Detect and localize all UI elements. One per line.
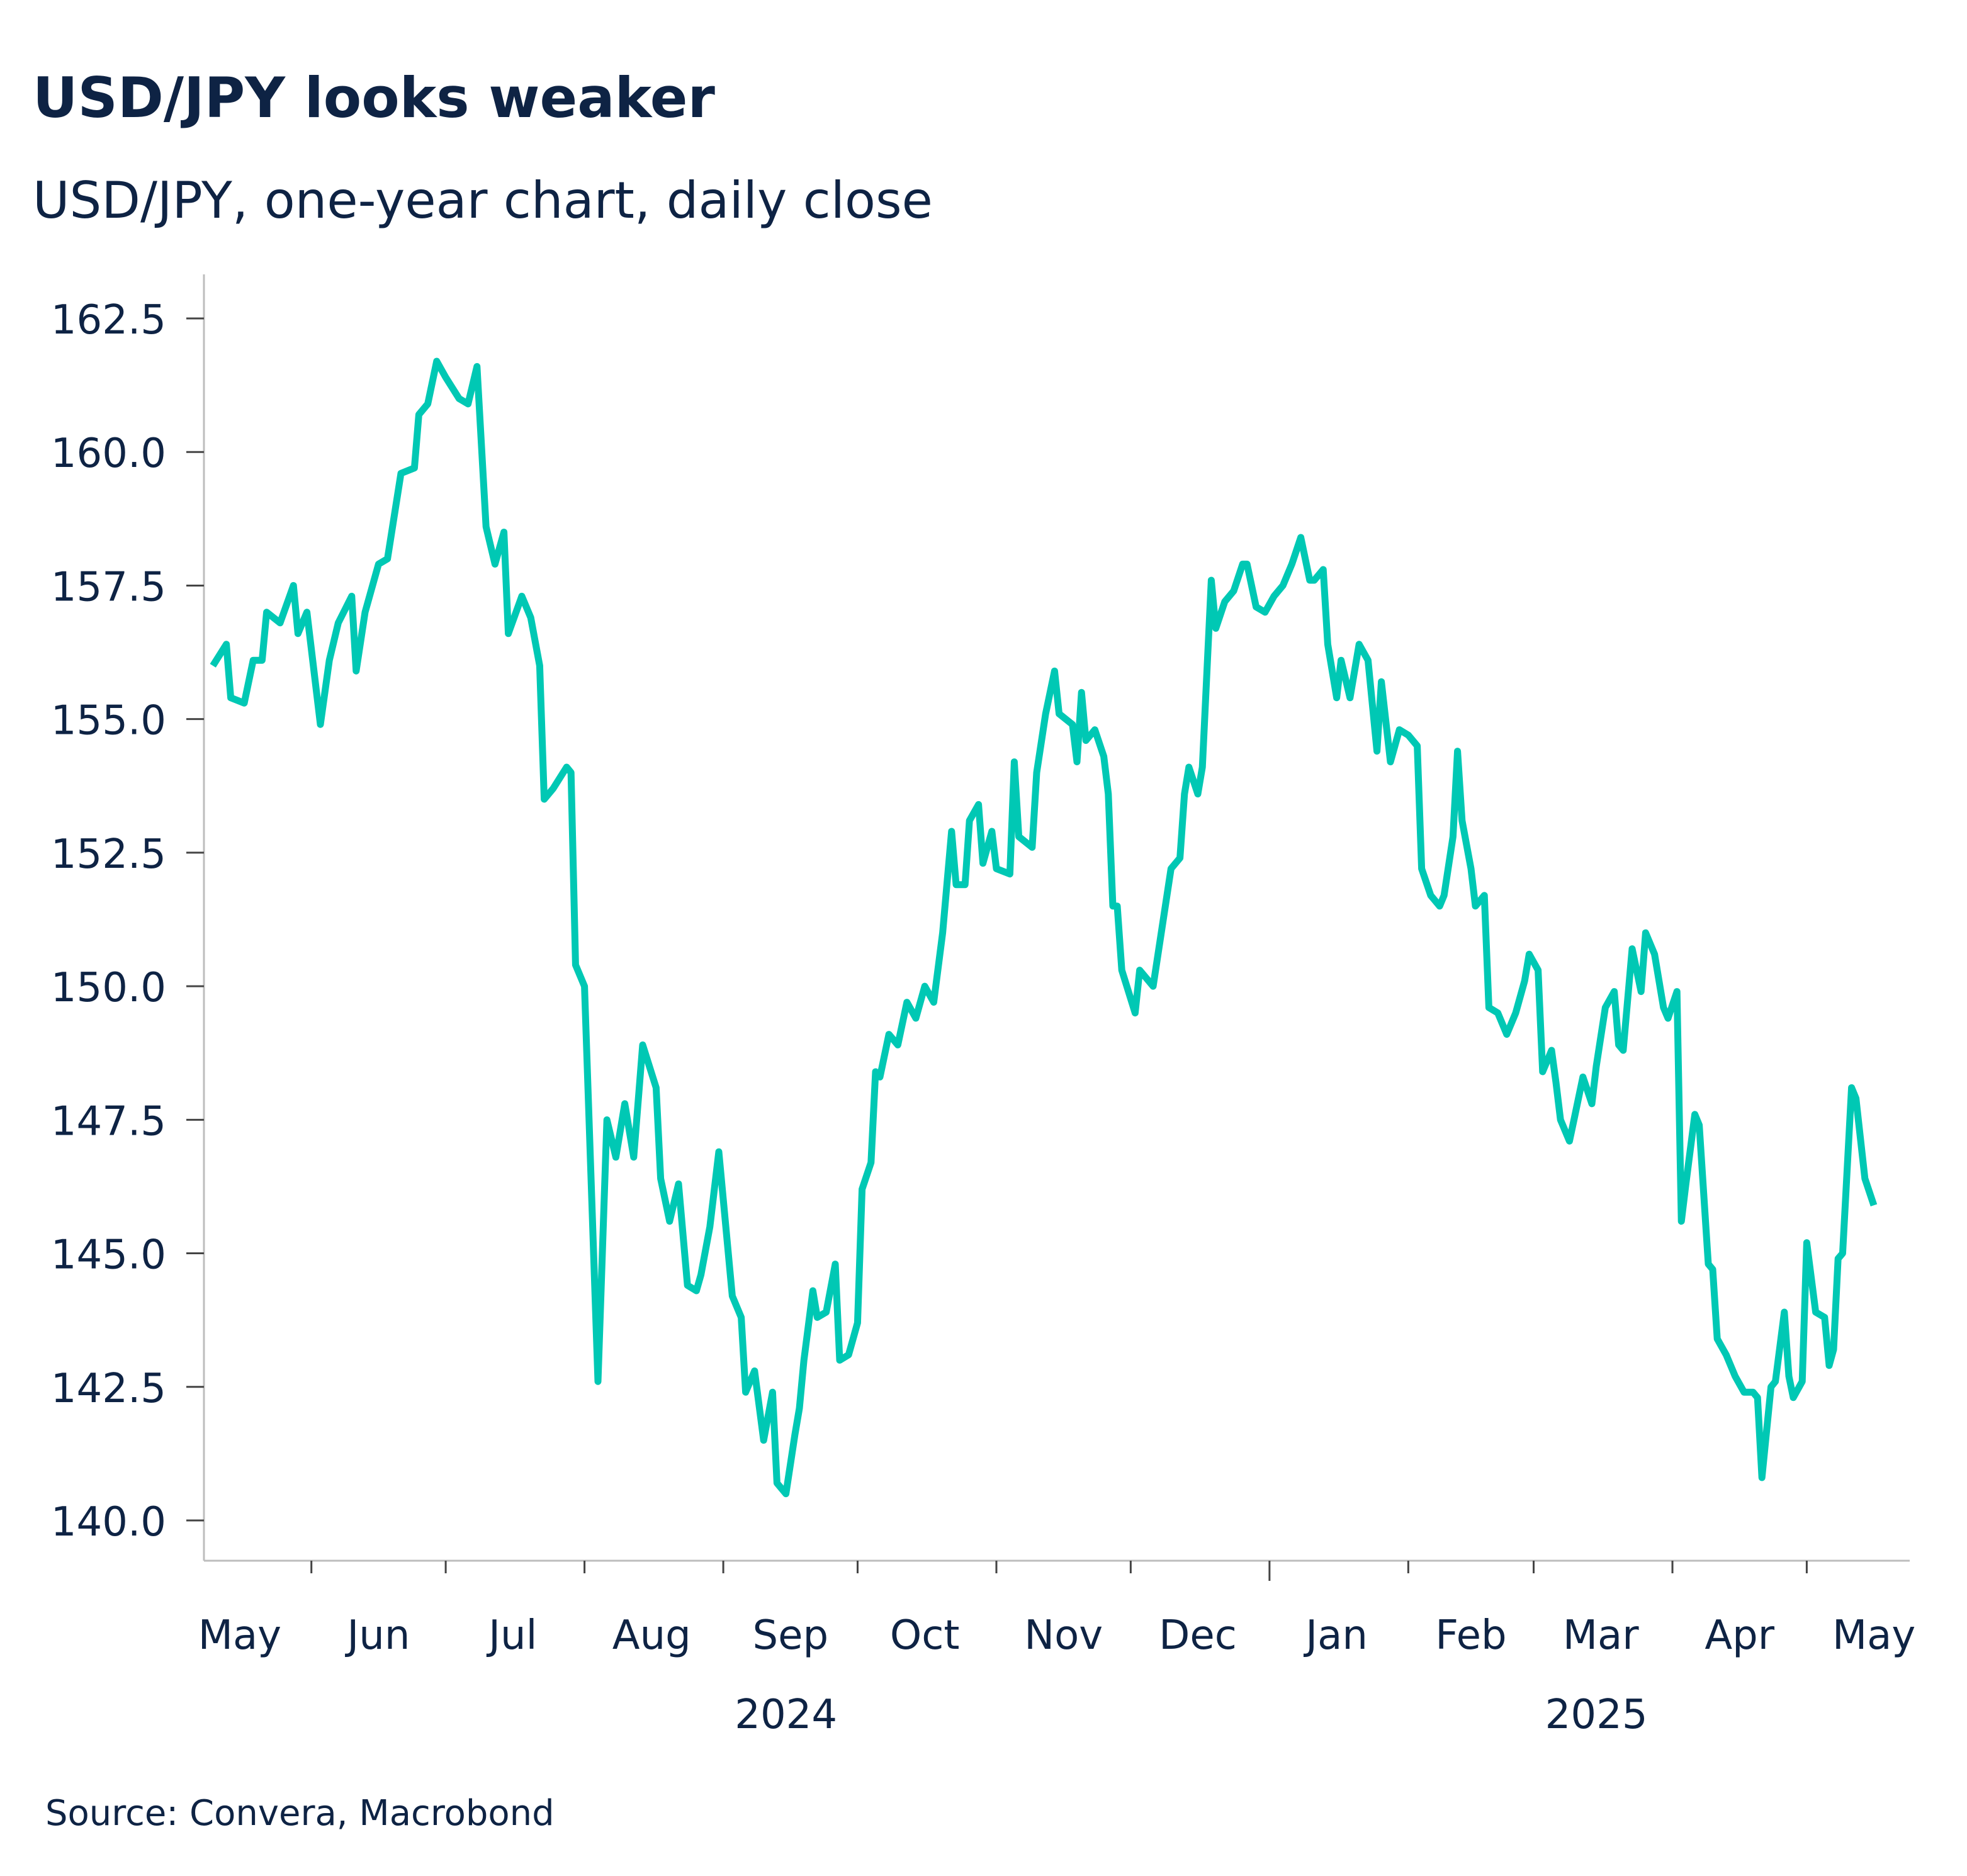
x-tick-label-month: Oct xyxy=(890,1612,960,1659)
x-tick-label-month: May xyxy=(198,1612,281,1659)
chart-title: USD/JPY looks weaker xyxy=(33,65,715,130)
x-tick-label-month: Nov xyxy=(1024,1612,1103,1659)
x-tick-label-month: Jun xyxy=(344,1612,410,1659)
y-tick-label: 155.0 xyxy=(51,698,166,744)
x-tick-label-month: Jan xyxy=(1303,1612,1368,1659)
x-tick-label-month: Feb xyxy=(1435,1612,1506,1659)
x-tick-label-year: 2025 xyxy=(1545,1692,1648,1738)
y-tick-label: 162.5 xyxy=(51,297,166,344)
x-tick-label-year: 2024 xyxy=(735,1692,837,1738)
x-axis-tick-labels: May Jun Jul Aug Sep Oct Nov Dec Jan Feb Mar Apr May 2… xyxy=(198,1612,1916,1738)
y-tick-label: 150.0 xyxy=(51,965,166,1011)
axes xyxy=(186,274,1910,1581)
y-tick-label: 140.0 xyxy=(51,1499,166,1546)
x-tick-label-month: Dec xyxy=(1159,1612,1237,1659)
y-axis-tick-labels: 140.0 142.5 145.0 147.5 150.0 152.5 155.0 157.5… xyxy=(51,297,166,1546)
x-tick-label-month: May xyxy=(1832,1612,1915,1659)
x-tick-label-month: Sep xyxy=(752,1612,828,1659)
x-tick-label-month: Mar xyxy=(1563,1612,1639,1659)
y-tick-label: 147.5 xyxy=(51,1098,166,1145)
y-tick-label: 157.5 xyxy=(51,564,166,610)
source-note: Source: Convera, Macrobond xyxy=(45,1793,555,1834)
x-tick-label-month: Apr xyxy=(1705,1612,1774,1659)
y-tick-label: 142.5 xyxy=(51,1366,166,1412)
x-tick-label-month: Aug xyxy=(612,1612,691,1659)
y-tick-label: 152.5 xyxy=(51,831,166,878)
series-line-usdjpy xyxy=(210,357,1878,1498)
chart-subtitle: USD/JPY, one-year chart, daily close xyxy=(33,171,933,230)
y-tick-label: 145.0 xyxy=(51,1232,166,1279)
y-tick-label: 160.0 xyxy=(51,430,166,477)
x-tick-label-month: Jul xyxy=(486,1612,537,1659)
